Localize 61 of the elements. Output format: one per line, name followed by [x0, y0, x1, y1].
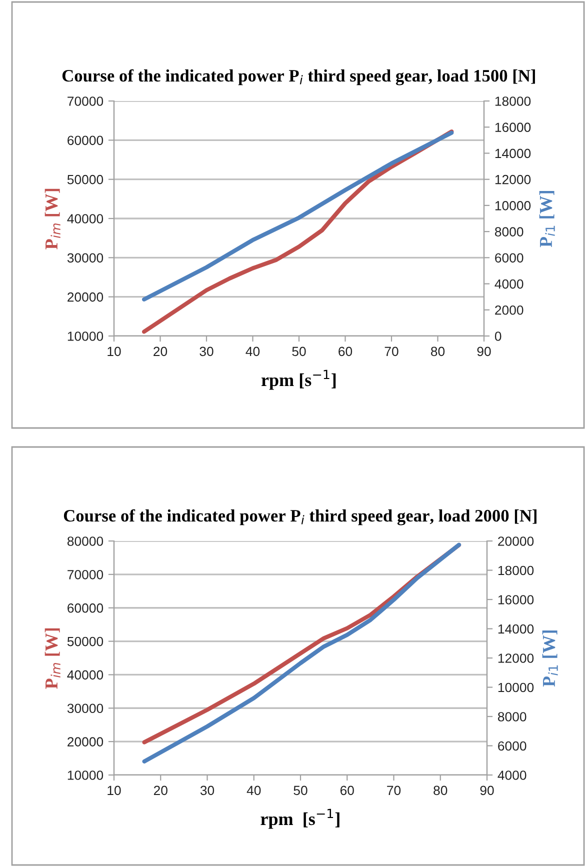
y-tick-label: 70000: [68, 570, 104, 580]
x-axis-title: rpm [s$^{−1}$]: [260, 808, 340, 829]
y-tick-label: 60000: [68, 603, 104, 613]
x-tick-label: 10: [108, 786, 121, 796]
x-tick-label: 40: [246, 346, 260, 356]
x-tick-label: 60: [338, 346, 352, 356]
x-tick-label: 20: [154, 786, 168, 796]
y2-tick-label: 2000: [495, 305, 524, 315]
y2-tick-label: 0: [494, 332, 502, 341]
y2-tick-label: 18000: [498, 566, 534, 576]
x-tick-label: 10: [108, 346, 121, 356]
y2-tick-label: 14000: [495, 148, 531, 158]
y2-axis-title: P$_{i1}$ [W]: [539, 190, 555, 248]
y-tick-label: 20000: [68, 737, 104, 746]
y-tick-label: 40000: [67, 670, 104, 680]
x-tick-label: 80: [434, 786, 448, 796]
x-tick-label: 90: [480, 786, 494, 796]
x-tick-label: 90: [477, 346, 491, 356]
line-series: [142, 130, 454, 302]
x-tick-label: 50: [294, 786, 308, 796]
y-tick-label: 10000: [68, 332, 104, 341]
y2-tick-label: 10000: [495, 201, 531, 210]
x-axis-title: rpm [s$^{−1}$]: [261, 370, 336, 390]
x-tick-label: 70: [387, 786, 401, 796]
x-tick-label: 70: [384, 346, 398, 356]
y-tick-label: 60000: [68, 136, 104, 146]
x-tick-label: 60: [340, 786, 354, 796]
y-tick-label: 40000: [67, 214, 104, 224]
y2-tick-label: 20000: [498, 536, 534, 546]
y2-tick-label: 4000: [494, 279, 524, 289]
x-tick-label: 80: [430, 346, 445, 356]
y2-tick-label: 10000: [498, 682, 534, 692]
y-tick-label: 10000: [68, 770, 104, 780]
x-tick-label: 30: [200, 346, 214, 356]
x-tick-label: 20: [154, 346, 168, 356]
x-tick-label: 40: [246, 786, 261, 796]
y-tick-label: 30000: [67, 253, 104, 263]
y-tick-label: 50000: [67, 174, 104, 184]
y2-tick-label: 16000: [498, 595, 534, 604]
y-tick-label: 30000: [67, 704, 104, 714]
y2-tick-label: 14000: [498, 624, 534, 634]
y2-tick-label: 6000: [495, 253, 524, 263]
chart-title: Course of the indicated power P$_{i}$ third speed gear, load 1500 [N]: [62, 69, 535, 86]
y2-axis-title: P$_{i1}$ [W]: [542, 630, 558, 687]
y2-tick-label: 4000: [498, 770, 526, 780]
y2-tick-label: 12000: [498, 654, 534, 663]
y2-tick-label: 8000: [498, 712, 526, 722]
y2-tick-label: 16000: [495, 122, 531, 132]
x-tick-label: 30: [200, 786, 214, 796]
y2-tick-label: 6000: [498, 741, 526, 751]
y2-tick-label: 12000: [495, 174, 531, 184]
y-axis-title: P$_{im}$ [W]: [44, 628, 60, 689]
y-tick-label: 20000: [68, 292, 104, 302]
y-axis-title: P$_{im}$ [W]: [44, 188, 60, 250]
chart-title: Course of the indicated power P$_{i}$ third speed gear, load 2000 [N]: [64, 509, 536, 526]
y-tick-label: 70000: [68, 96, 104, 106]
y-tick-label: 80000: [67, 536, 104, 546]
y2-tick-label: 18000: [495, 96, 531, 106]
y-tick-label: 50000: [67, 636, 104, 646]
x-tick-label: 50: [292, 346, 306, 356]
y2-tick-label: 8000: [494, 227, 524, 236]
